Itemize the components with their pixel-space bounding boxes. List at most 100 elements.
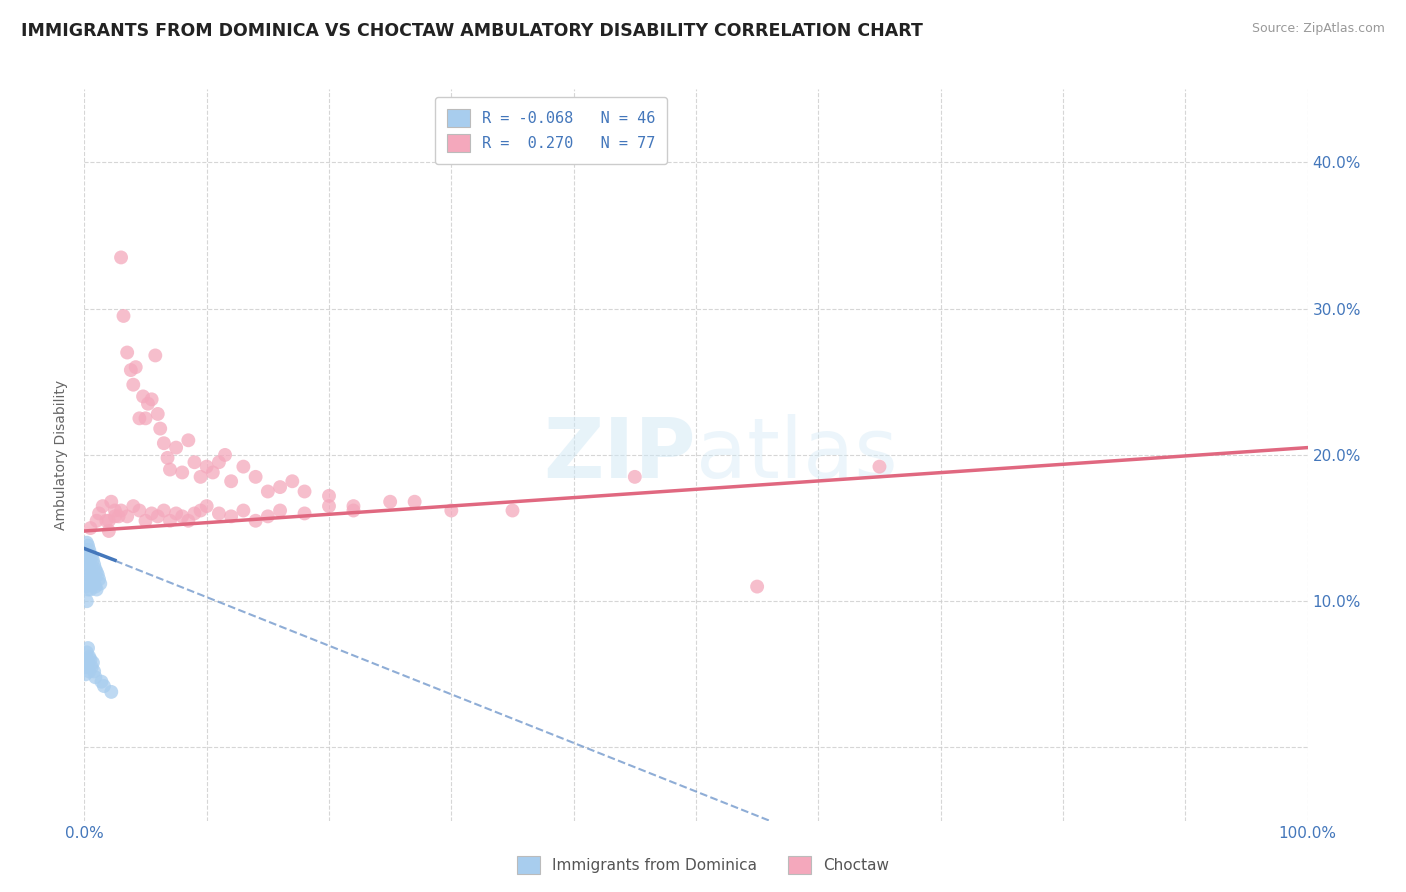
Point [269, 503, 291, 517]
Point [76, 535, 98, 549]
Point [146, 407, 169, 421]
Point [77, 582, 100, 597]
Point [82, 553, 104, 567]
Point [79, 565, 101, 579]
Point [75, 653, 97, 667]
Point [93, 679, 115, 693]
Point [404, 494, 426, 508]
Point [84, 580, 107, 594]
Point [165, 507, 187, 521]
Point [342, 503, 364, 517]
Point [83, 558, 105, 572]
Point [257, 509, 280, 524]
Point [122, 377, 145, 392]
Point [110, 251, 132, 265]
Point [112, 309, 135, 323]
Point [177, 434, 200, 448]
Point [201, 466, 224, 480]
Point [96, 514, 118, 528]
Point [172, 466, 194, 480]
Point [77, 567, 100, 582]
Point [122, 499, 145, 513]
Point [135, 514, 157, 528]
Point [149, 421, 172, 435]
Point [281, 475, 304, 489]
Point [77, 553, 100, 567]
Point [87, 567, 110, 582]
Point [380, 494, 402, 508]
Point [75, 580, 97, 594]
Point [97, 524, 120, 538]
Point [82, 656, 104, 670]
Point [90, 674, 112, 689]
Point [141, 392, 163, 407]
Text: atlas: atlas [696, 415, 897, 495]
Point [77, 543, 100, 558]
Point [75, 558, 97, 572]
Point [79, 653, 101, 667]
Point [104, 503, 127, 517]
Text: ZIP: ZIP [544, 415, 696, 495]
Point [183, 455, 205, 469]
Point [135, 411, 157, 425]
Point [86, 582, 108, 597]
Point [100, 685, 122, 699]
Point [80, 660, 103, 674]
Point [107, 509, 129, 524]
Point [257, 484, 280, 499]
Point [502, 503, 524, 517]
Point [125, 360, 148, 375]
Point [87, 572, 110, 586]
Point [86, 514, 108, 528]
Point [245, 514, 267, 528]
Point [91, 499, 114, 513]
Point [159, 462, 181, 476]
Point [624, 470, 647, 484]
Point [146, 509, 169, 524]
Point [190, 470, 212, 484]
Point [115, 509, 138, 524]
Point [159, 514, 181, 528]
Point [128, 503, 150, 517]
Point [76, 645, 98, 659]
Point [195, 459, 218, 474]
Point [76, 550, 98, 565]
Point [84, 670, 107, 684]
Point [440, 503, 463, 517]
Point [214, 448, 236, 462]
Point [208, 507, 231, 521]
Point [89, 576, 111, 591]
Point [245, 470, 267, 484]
Point [75, 667, 97, 681]
Point [747, 580, 769, 594]
Point [82, 572, 104, 586]
Point [77, 649, 100, 664]
Point [141, 507, 163, 521]
Point [86, 565, 108, 579]
Point [219, 509, 242, 524]
Point [120, 363, 142, 377]
Point [342, 499, 364, 513]
Point [190, 503, 212, 517]
Legend: R = -0.068   N = 46, R =  0.270   N = 77: R = -0.068 N = 46, R = 0.270 N = 77 [434, 97, 668, 164]
Point [132, 389, 155, 403]
Point [76, 594, 98, 608]
Point [183, 507, 205, 521]
Point [100, 494, 122, 508]
Point [153, 436, 176, 450]
Point [153, 503, 176, 517]
Point [87, 507, 110, 521]
Point [172, 509, 194, 524]
Point [104, 509, 127, 524]
Point [269, 480, 291, 494]
Point [318, 489, 340, 503]
Text: IMMIGRANTS FROM DOMINICA VS CHOCTAW AMBULATORY DISABILITY CORRELATION CHART: IMMIGRANTS FROM DOMINICA VS CHOCTAW AMBU… [21, 22, 922, 40]
Point [208, 455, 231, 469]
Point [232, 503, 254, 517]
Point [76, 572, 98, 586]
Legend: Immigrants from Dominica, Choctaw: Immigrants from Dominica, Choctaw [510, 850, 896, 880]
Point [110, 503, 132, 517]
Point [77, 576, 100, 591]
Point [156, 450, 179, 465]
Point [79, 582, 101, 597]
